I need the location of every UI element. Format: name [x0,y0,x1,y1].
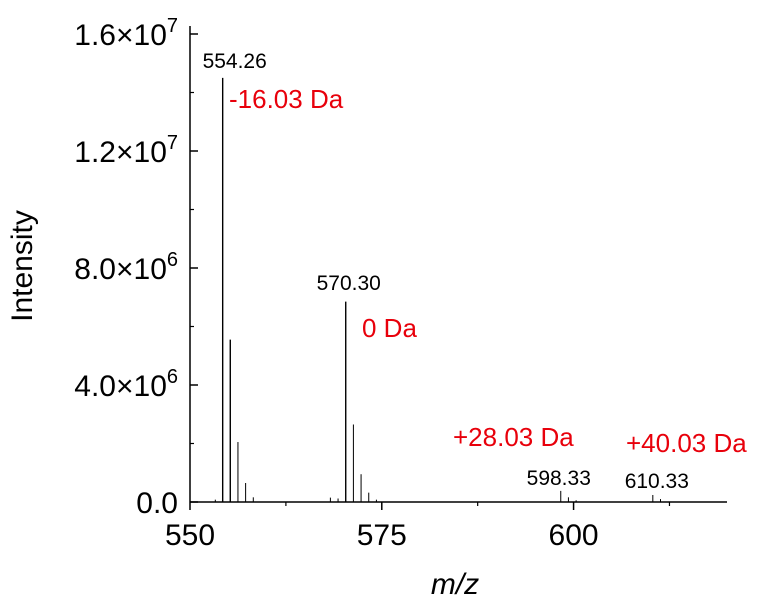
y-axis-label: Intensity [6,210,39,322]
spectrum-peaks [214,77,661,502]
y-tick-label: 4.0×106 [74,366,178,403]
x-axis-label: m/z [431,568,479,601]
mass-shift-label: 0 Da [362,313,417,343]
y-tick-label: 1.6×107 [74,15,178,52]
mass-shift-annotations: -16.03 Da 0 Da +28.03 Da +40.03 Da [229,84,747,458]
plot-area: 0.0 4.0×106 8.0×106 1.2×107 1.6×107 550 575 60… [74,15,747,552]
x-axis-ticks: 550 575 600 [165,502,671,552]
y-axis-ticks: 0.0 4.0×106 8.0×106 1.2×107 1.6×107 [74,15,198,520]
x-tick-label: 575 [357,519,407,552]
x-tick-label: 550 [165,519,215,552]
y-tick-label: 0.0 [136,487,178,520]
mass-shift-label: -16.03 Da [229,84,344,114]
peak-label: 570.30 [317,272,381,295]
mass-shift-label: +40.03 Da [626,428,747,458]
y-tick-label: 1.2×107 [74,132,178,169]
peak-labels: 554.26 570.30 598.33 610.33 [203,50,689,493]
mass-shift-label: +28.03 Da [453,422,574,452]
peak-label: 610.33 [625,470,689,493]
y-tick-label: 8.0×106 [74,249,178,286]
peak-label: 554.26 [203,50,267,73]
x-tick-label: 600 [549,519,599,552]
peak-label: 598.33 [527,467,591,490]
